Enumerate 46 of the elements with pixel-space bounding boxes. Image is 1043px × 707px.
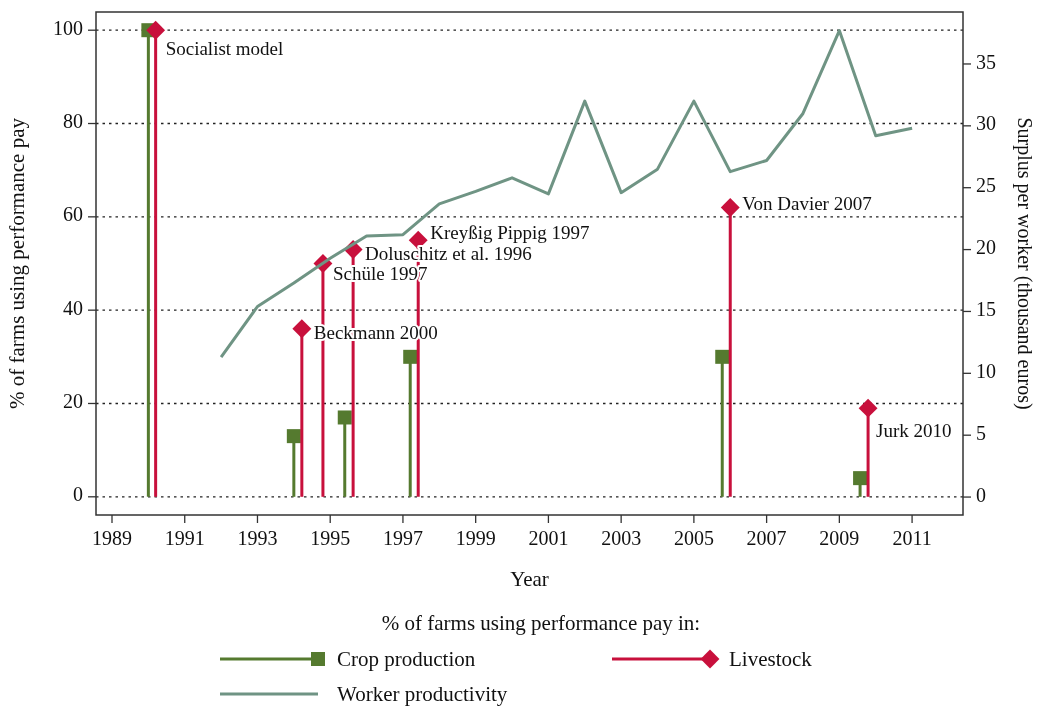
y-tick-label: 20 [63, 390, 83, 413]
x-tick-label: 1991 [164, 527, 205, 549]
point [858, 398, 878, 418]
legend-label: Livestock [729, 647, 813, 671]
annotation: Jurk 2010 [876, 419, 952, 441]
y2-tick-label: 15 [976, 298, 996, 321]
x-tick-label: 2011 [892, 527, 932, 549]
legend-label: Crop production [337, 647, 476, 671]
point [720, 198, 740, 217]
y2-tick-label: 30 [976, 112, 996, 135]
point [715, 349, 730, 364]
x-axis-title: Year [510, 567, 549, 591]
x-tick-label: 2009 [819, 527, 860, 549]
x-tick-label: 1997 [382, 527, 423, 549]
x-tick-label: 2005 [673, 527, 714, 549]
y2-tick-label: 20 [976, 236, 996, 259]
y2-tick-label: 5 [976, 421, 986, 444]
y2-tick-label: 10 [976, 359, 996, 382]
x-tick-label: 1995 [310, 527, 351, 549]
y2-tick-label: 25 [976, 174, 996, 197]
y-axis-title: % of farms using performance pay [5, 117, 29, 409]
legend-label: Worker productivity [337, 682, 508, 706]
point [337, 410, 352, 425]
point [853, 471, 868, 486]
point [292, 319, 312, 339]
point [286, 429, 301, 444]
point [403, 349, 418, 364]
x-tick-label: 1999 [455, 527, 496, 549]
legend-title: % of farms using performance pay in: [381, 611, 701, 635]
x-tick-label: 1993 [237, 527, 278, 549]
y2-axis-title: Surplus per worker (thousand euros) [1013, 117, 1036, 410]
x-tick-label: 1989 [92, 527, 132, 549]
x-tick-label: 2001 [528, 527, 569, 549]
y2-tick-label: 0 [976, 483, 986, 506]
annotation: Von Davier 2007 [742, 192, 872, 214]
y-tick-label: 0 [73, 483, 83, 506]
y-tick-label: 60 [63, 203, 83, 226]
y-tick-label: 100 [53, 16, 83, 39]
x-tick-label: 2007 [746, 527, 787, 549]
y2-tick-label: 35 [976, 50, 996, 73]
annotation: Socialist model [165, 37, 284, 59]
y-tick-label: 40 [63, 296, 83, 319]
annotation: Kreyßig Pippig 1997 [430, 221, 590, 243]
y-tick-label: 80 [63, 110, 83, 133]
x-tick-label: 2003 [601, 527, 642, 549]
point [146, 20, 166, 40]
